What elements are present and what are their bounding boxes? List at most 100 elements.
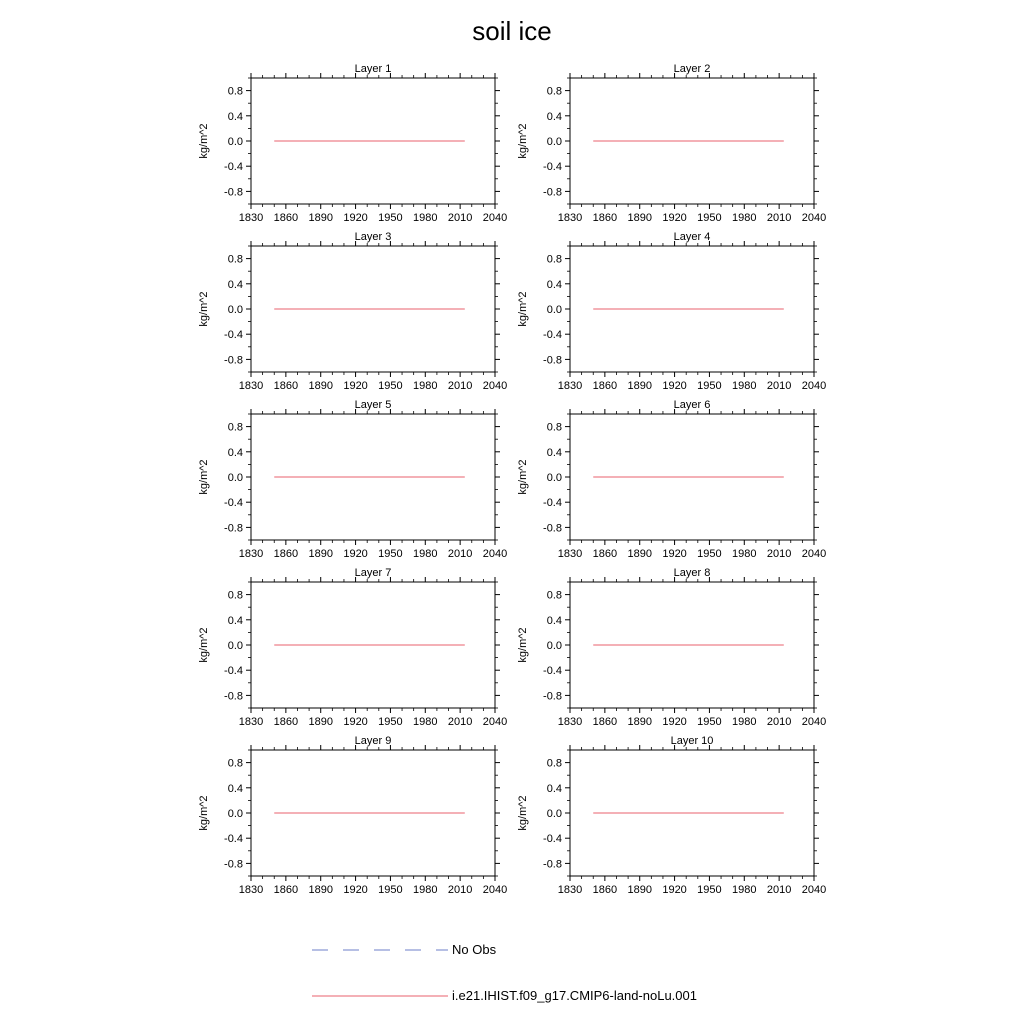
subplot-title: Layer 1 (355, 63, 392, 75)
x-tick-label: 1860 (274, 716, 298, 728)
subplot-title: Layer 3 (355, 231, 392, 243)
x-tick-label: 1950 (697, 548, 721, 560)
subplot-title: Layer 2 (674, 63, 711, 75)
y-tick-label: 0.8 (228, 86, 243, 98)
x-tick-label: 1890 (308, 884, 332, 896)
x-tick-label: 1830 (239, 380, 263, 392)
y-tick-label: 0.4 (547, 279, 562, 291)
y-tick-label: 0.4 (547, 615, 562, 627)
y-tick-label: 0.0 (547, 136, 562, 148)
y-axis-label: kg/m^2 (517, 459, 529, 494)
x-tick-label: 1950 (378, 212, 402, 224)
x-tick-label: 1980 (413, 212, 437, 224)
x-tick-label: 1980 (413, 884, 437, 896)
y-tick-label: 0.8 (547, 590, 562, 602)
y-tick-label: -0.8 (224, 186, 243, 198)
x-tick-label: 1980 (732, 548, 756, 560)
y-tick-label: -0.4 (224, 665, 243, 677)
subplot-title: Layer 6 (674, 399, 711, 411)
y-tick-label: 0.4 (547, 111, 562, 123)
y-tick-label: -0.4 (224, 833, 243, 845)
y-tick-label: -0.8 (224, 522, 243, 534)
y-tick-label: -0.8 (543, 690, 562, 702)
y-tick-label: 0.4 (228, 111, 243, 123)
x-tick-label: 1980 (732, 380, 756, 392)
y-axis-label: kg/m^2 (198, 459, 210, 494)
x-tick-label: 1890 (308, 380, 332, 392)
x-tick-label: 2040 (483, 380, 507, 392)
x-tick-label: 2010 (767, 716, 791, 728)
y-tick-label: 0.0 (547, 640, 562, 652)
x-tick-label: 1860 (593, 212, 617, 224)
subplot-layer-10: Layer 10 kg/m^2 1830 1860 1890 1920 1950 1980 20… (517, 735, 826, 896)
x-tick-label: 1830 (558, 884, 582, 896)
y-tick-label: 0.0 (228, 472, 243, 484)
y-tick-label: 0.8 (228, 254, 243, 266)
y-tick-label: 0.8 (228, 758, 243, 770)
x-tick-label: 1920 (343, 212, 367, 224)
y-tick-label: -0.8 (224, 354, 243, 366)
x-tick-label: 1950 (697, 716, 721, 728)
y-tick-label: 0.0 (228, 808, 243, 820)
y-axis-label: kg/m^2 (517, 123, 529, 158)
subplot-layer-5: Layer 5 kg/m^2 1830 1860 1890 1920 1950 1980 201… (198, 399, 507, 560)
x-tick-label: 1950 (697, 212, 721, 224)
y-tick-label: -0.4 (224, 329, 243, 341)
x-tick-label: 1860 (274, 212, 298, 224)
x-tick-label: 1980 (413, 548, 437, 560)
y-tick-label: 0.4 (547, 447, 562, 459)
x-tick-label: 1830 (558, 380, 582, 392)
x-tick-label: 1860 (274, 548, 298, 560)
subplot-layer-4: Layer 4 kg/m^2 1830 1860 1890 1920 1950 1980 201… (517, 231, 826, 392)
subplot-layer-8: Layer 8 kg/m^2 1830 1860 1890 1920 1950 1980 201… (517, 567, 826, 728)
x-tick-label: 1920 (343, 884, 367, 896)
y-axis-label: kg/m^2 (198, 291, 210, 326)
y-tick-label: 0.0 (547, 304, 562, 316)
y-tick-label: 0.0 (228, 304, 243, 316)
x-tick-label: 2010 (448, 884, 472, 896)
legend-label-model-run: i.e21.IHIST.f09_g17.CMIP6-land-noLu.001 (452, 988, 697, 1003)
x-tick-label: 1980 (732, 884, 756, 896)
x-tick-label: 1890 (308, 212, 332, 224)
y-tick-label: 0.0 (547, 472, 562, 484)
y-axis-label: kg/m^2 (517, 291, 529, 326)
x-tick-label: 1920 (662, 884, 686, 896)
x-tick-label: 1890 (627, 884, 651, 896)
y-tick-label: 0.8 (547, 254, 562, 266)
x-tick-label: 2010 (767, 884, 791, 896)
x-tick-label: 1920 (662, 212, 686, 224)
x-tick-label: 1860 (274, 380, 298, 392)
subplot-layer-6: Layer 6 kg/m^2 1830 1860 1890 1920 1950 1980 201… (517, 399, 826, 560)
y-tick-label: -0.4 (543, 665, 562, 677)
subplot-title: Layer 10 (671, 735, 714, 747)
y-tick-label: -0.4 (224, 161, 243, 173)
x-tick-label: 2040 (483, 212, 507, 224)
x-tick-label: 2010 (448, 212, 472, 224)
y-tick-label: 0.8 (547, 422, 562, 434)
x-tick-label: 1890 (308, 716, 332, 728)
x-tick-label: 2010 (448, 716, 472, 728)
subplot-layer-9: Layer 9 kg/m^2 1830 1860 1890 1920 1950 1980 201… (198, 735, 507, 896)
y-tick-label: -0.4 (224, 497, 243, 509)
legend-label-no-obs: No Obs (452, 942, 497, 957)
y-tick-label: 0.4 (228, 279, 243, 291)
x-tick-label: 2040 (802, 716, 826, 728)
y-tick-label: 0.0 (547, 808, 562, 820)
x-tick-label: 1950 (378, 548, 402, 560)
y-tick-label: 0.8 (228, 590, 243, 602)
y-tick-label: -0.4 (543, 833, 562, 845)
y-axis-label: kg/m^2 (198, 627, 210, 662)
y-tick-label: -0.4 (543, 161, 562, 173)
y-axis-label: kg/m^2 (517, 627, 529, 662)
x-tick-label: 2040 (802, 548, 826, 560)
x-tick-label: 1950 (378, 716, 402, 728)
x-tick-label: 1860 (274, 884, 298, 896)
x-tick-label: 1830 (558, 212, 582, 224)
y-axis-label: kg/m^2 (198, 123, 210, 158)
y-tick-label: 0.0 (228, 640, 243, 652)
x-tick-label: 1860 (593, 716, 617, 728)
legend-swatches (312, 949, 448, 997)
subplot-layer-3: Layer 3 kg/m^2 1830 1860 1890 1920 1950 1980 201… (198, 231, 507, 392)
x-tick-label: 2040 (802, 884, 826, 896)
